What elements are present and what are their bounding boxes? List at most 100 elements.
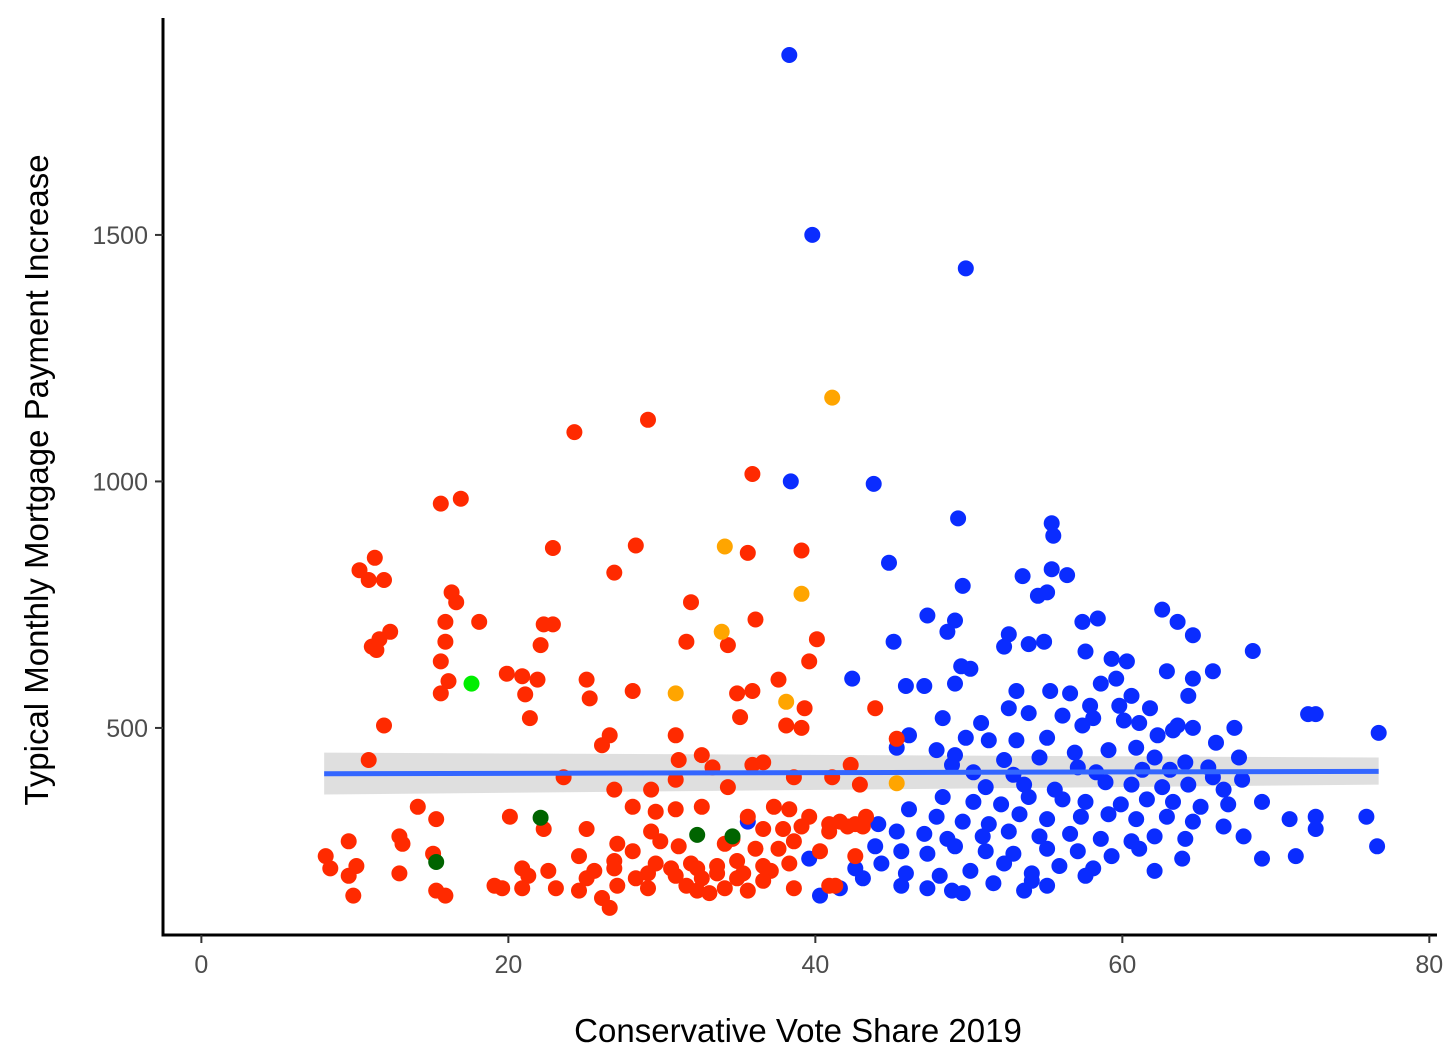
data-point-conservative xyxy=(885,633,902,650)
data-point-conservative xyxy=(1054,791,1071,808)
data-point-conservative xyxy=(1231,749,1247,766)
data-point-labour xyxy=(366,549,383,566)
data-point-labour xyxy=(578,671,595,688)
x-tick-label: 60 xyxy=(1108,951,1136,979)
data-point-conservative xyxy=(1131,715,1148,731)
data-point-conservative xyxy=(781,47,798,63)
data-point-labour xyxy=(793,542,810,559)
data-point-labour xyxy=(729,853,746,869)
data-point-labour xyxy=(432,495,449,512)
data-point-conservative xyxy=(1165,793,1181,810)
data-point-labour xyxy=(376,717,392,734)
data-point-conservative xyxy=(1146,862,1163,879)
data-point-labour xyxy=(701,885,718,902)
data-point-conservative xyxy=(1066,744,1083,761)
data-point-labour xyxy=(547,880,564,897)
data-point-labour xyxy=(498,665,515,682)
data-point-conservative xyxy=(1154,779,1171,796)
data-point-conservative xyxy=(1138,791,1155,808)
data-point-conservative xyxy=(901,801,917,818)
data-point-libdem xyxy=(713,623,730,640)
data-point-labour xyxy=(627,537,644,554)
data-point-labour xyxy=(578,821,595,837)
data-point-conservative xyxy=(1204,663,1221,680)
data-point-labour xyxy=(471,613,488,630)
x-tick-label: 20 xyxy=(494,951,522,979)
data-point-labour xyxy=(755,821,772,837)
data-point-labour xyxy=(340,833,357,850)
data-point-labour xyxy=(851,776,868,793)
data-point-conservative xyxy=(974,828,991,845)
data-point-conservative xyxy=(1184,627,1201,644)
data-point-labour xyxy=(747,840,764,857)
data-point-conservative xyxy=(1118,653,1135,670)
data-point-conservative xyxy=(980,732,997,749)
data-point-labour xyxy=(747,611,764,628)
data-point-labour xyxy=(770,671,787,688)
data-point-labour xyxy=(432,685,449,702)
data-point-conservative xyxy=(996,638,1013,655)
data-point-conservative xyxy=(954,885,971,902)
data-point-conservative xyxy=(957,729,974,746)
data-point-conservative xyxy=(1369,838,1386,855)
data-point-conservative xyxy=(1112,796,1129,813)
data-point-conservative xyxy=(1043,561,1060,578)
data-point-labour xyxy=(854,818,871,835)
data-point-conservative xyxy=(1165,722,1181,739)
data-point-labour xyxy=(376,572,392,588)
data-point-conservative xyxy=(1077,867,1094,884)
data-point-labour xyxy=(606,860,623,877)
data-point-conservative xyxy=(1000,626,1017,643)
data-point-labour xyxy=(847,848,864,865)
data-point-conservative xyxy=(977,843,994,860)
data-point-labour xyxy=(448,594,465,611)
data-point-conservative xyxy=(1039,877,1056,894)
data-point-labour xyxy=(739,808,756,825)
data-point-labour xyxy=(643,781,660,798)
data-point-labour xyxy=(678,633,695,650)
data-point-conservative xyxy=(897,678,914,694)
data-point-conservative xyxy=(893,877,910,894)
data-point-conservative xyxy=(867,838,884,855)
data-point-conservative xyxy=(1020,636,1037,653)
data-point-conservative xyxy=(1307,808,1324,825)
data-point-conservative xyxy=(919,880,936,897)
data-point-conservative xyxy=(1370,724,1387,741)
data-point-labour xyxy=(581,690,598,707)
data-point-labour xyxy=(609,835,626,852)
data-point-labour xyxy=(437,613,454,630)
data-point-conservative xyxy=(1108,670,1125,687)
data-point-labour xyxy=(578,870,595,887)
data-point-labour xyxy=(821,823,838,840)
data-point-conservative xyxy=(1128,739,1145,756)
data-point-labour xyxy=(360,572,377,588)
data-point-labour xyxy=(571,882,587,899)
data-point-labour xyxy=(709,865,726,882)
data-point-conservative xyxy=(939,623,956,640)
data-point-conservative xyxy=(1128,811,1145,828)
data-point-labour xyxy=(520,867,537,884)
data-point-conservative xyxy=(1042,683,1059,699)
data-point-conservative xyxy=(1045,527,1062,544)
data-point-labour xyxy=(719,779,736,796)
data-point-labour xyxy=(640,411,656,428)
data-point-labour xyxy=(566,424,583,441)
data-point-conservative xyxy=(1174,850,1191,867)
data-point-conservative xyxy=(1103,650,1120,667)
data-point-conservative xyxy=(934,710,951,727)
data-point-conservative xyxy=(1226,719,1243,736)
data-point-labour xyxy=(719,637,736,654)
y-tick-label: 500 xyxy=(106,715,148,743)
data-point-conservative xyxy=(1036,633,1053,650)
data-point-labour xyxy=(793,719,810,736)
data-point-labour xyxy=(428,811,445,828)
data-point-conservative xyxy=(1039,811,1056,828)
data-point-conservative xyxy=(1039,840,1056,857)
data-point-conservative xyxy=(1184,670,1201,687)
data-point-libdem xyxy=(778,693,795,710)
data-point-labour xyxy=(716,880,733,897)
data-point-conservative xyxy=(1123,687,1140,704)
data-point-labour xyxy=(781,855,798,872)
data-point-conservative xyxy=(1097,774,1114,791)
data-point-conservative xyxy=(865,475,882,492)
